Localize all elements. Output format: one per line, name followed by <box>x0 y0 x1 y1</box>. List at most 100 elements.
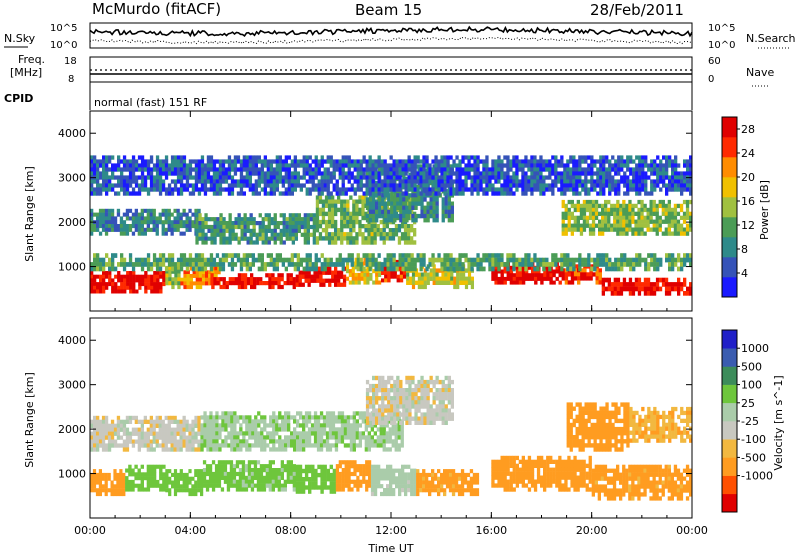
heatmap-cell <box>308 477 311 481</box>
nsearch-series <box>90 37 692 44</box>
heatmap-cell <box>246 258 249 263</box>
heatmap-cell <box>581 258 584 263</box>
heatmap-cell <box>581 159 584 163</box>
heatmap-cell <box>637 200 640 204</box>
heatmap-cell <box>219 240 222 244</box>
heatmap-cell <box>647 267 650 272</box>
heatmap-cell <box>342 183 345 187</box>
heatmap-cell <box>102 262 105 267</box>
heatmap-cell <box>443 191 446 195</box>
heatmap-cell <box>545 262 548 267</box>
heatmap-cell <box>644 208 647 212</box>
heatmap-cell <box>156 171 159 175</box>
heatmap-cell <box>494 187 497 191</box>
heatmap-cell <box>198 221 201 225</box>
heatmap-cell <box>540 273 543 277</box>
heatmap-cell <box>355 208 358 212</box>
heatmap-cell <box>227 476 230 480</box>
heatmap-cell <box>662 167 665 171</box>
heatmap-cell <box>102 155 105 159</box>
heatmap-cell <box>372 197 375 201</box>
heatmap-cell <box>425 155 428 159</box>
heatmap-cell <box>575 183 578 187</box>
heatmap-cell <box>378 187 381 191</box>
heatmap-cell <box>671 253 674 258</box>
heatmap-cell <box>412 277 415 281</box>
heatmap-cell <box>138 472 141 476</box>
heatmap-cell <box>231 159 234 163</box>
heatmap-cell <box>539 167 542 171</box>
heatmap-cell <box>261 187 264 191</box>
heatmap-cell <box>491 253 494 258</box>
heatmap-cell <box>363 155 366 159</box>
heatmap-cell <box>632 287 635 292</box>
heatmap-cell <box>287 277 290 281</box>
heatmap-cell <box>602 175 605 179</box>
heatmap-cell <box>352 220 355 224</box>
heatmap-cell <box>607 212 610 216</box>
heatmap-cell <box>352 236 355 240</box>
heatmap-cell <box>509 183 512 187</box>
heatmap-cell <box>375 267 378 272</box>
heatmap-cell <box>195 167 198 171</box>
heatmap-cell <box>319 200 322 204</box>
heatmap-cell <box>372 202 375 206</box>
heatmap-cell <box>194 469 197 473</box>
heatmap-cell <box>288 163 291 167</box>
heatmap-cell <box>284 480 287 484</box>
heatmap-cell <box>470 179 473 183</box>
heatmap-cell <box>405 183 408 187</box>
heatmap-cell <box>309 167 312 171</box>
heatmap-cell <box>613 228 616 232</box>
heatmap-cell <box>165 159 168 163</box>
heatmap-cell <box>111 171 114 175</box>
heatmap-cell <box>114 220 117 224</box>
heatmap-cell <box>396 197 399 201</box>
heatmap-cell <box>99 183 102 187</box>
heatmap-cell <box>165 281 168 285</box>
heatmap-cell <box>378 214 381 218</box>
heatmap-cell <box>117 163 120 167</box>
heatmap-cell <box>315 159 318 163</box>
heatmap-cell <box>524 191 527 195</box>
heatmap-cell <box>189 163 192 167</box>
heatmap-cell <box>348 480 351 484</box>
heatmap-cell <box>180 187 183 191</box>
heatmap-cell <box>482 267 485 272</box>
heatmap-cell <box>605 175 608 179</box>
heatmap-cell <box>358 232 361 236</box>
heatmap-cell <box>198 213 201 217</box>
heatmap-cell <box>343 236 346 240</box>
heatmap-cell <box>262 233 265 237</box>
heatmap-cell <box>316 220 319 224</box>
heatmap-cell <box>234 159 237 163</box>
heatmap-cell <box>440 167 443 171</box>
heatmap-cell <box>518 159 521 163</box>
heatmap-cell <box>494 277 497 281</box>
nsky-tick-low: 10^0 <box>50 40 77 51</box>
heatmap-cell <box>322 228 325 232</box>
heatmap-cell <box>271 285 274 289</box>
heatmap-cell <box>360 258 363 263</box>
heatmap-cell <box>156 271 159 275</box>
heatmap-cell <box>330 155 333 159</box>
heatmap-cell <box>117 286 120 290</box>
heatmap-cell <box>587 187 590 191</box>
heatmap-cell <box>231 183 234 187</box>
heatmap-cell <box>129 171 132 175</box>
heatmap-cell <box>310 213 313 217</box>
heatmap-cell <box>150 187 153 191</box>
heatmap-cell <box>261 175 264 179</box>
heatmap-cell <box>380 228 383 232</box>
heatmap-cell <box>99 175 102 179</box>
heatmap-cell <box>355 212 358 216</box>
heatmap-cell <box>102 290 105 294</box>
heatmap-cell <box>686 216 689 220</box>
heatmap-cell <box>226 240 229 244</box>
heatmap-cell <box>381 187 384 191</box>
heatmap-cell <box>96 275 99 279</box>
heatmap-cell <box>572 258 575 263</box>
freq-tick-high: 18 <box>64 56 77 67</box>
heatmap-cell <box>653 204 656 208</box>
heatmap-cell <box>420 202 423 206</box>
